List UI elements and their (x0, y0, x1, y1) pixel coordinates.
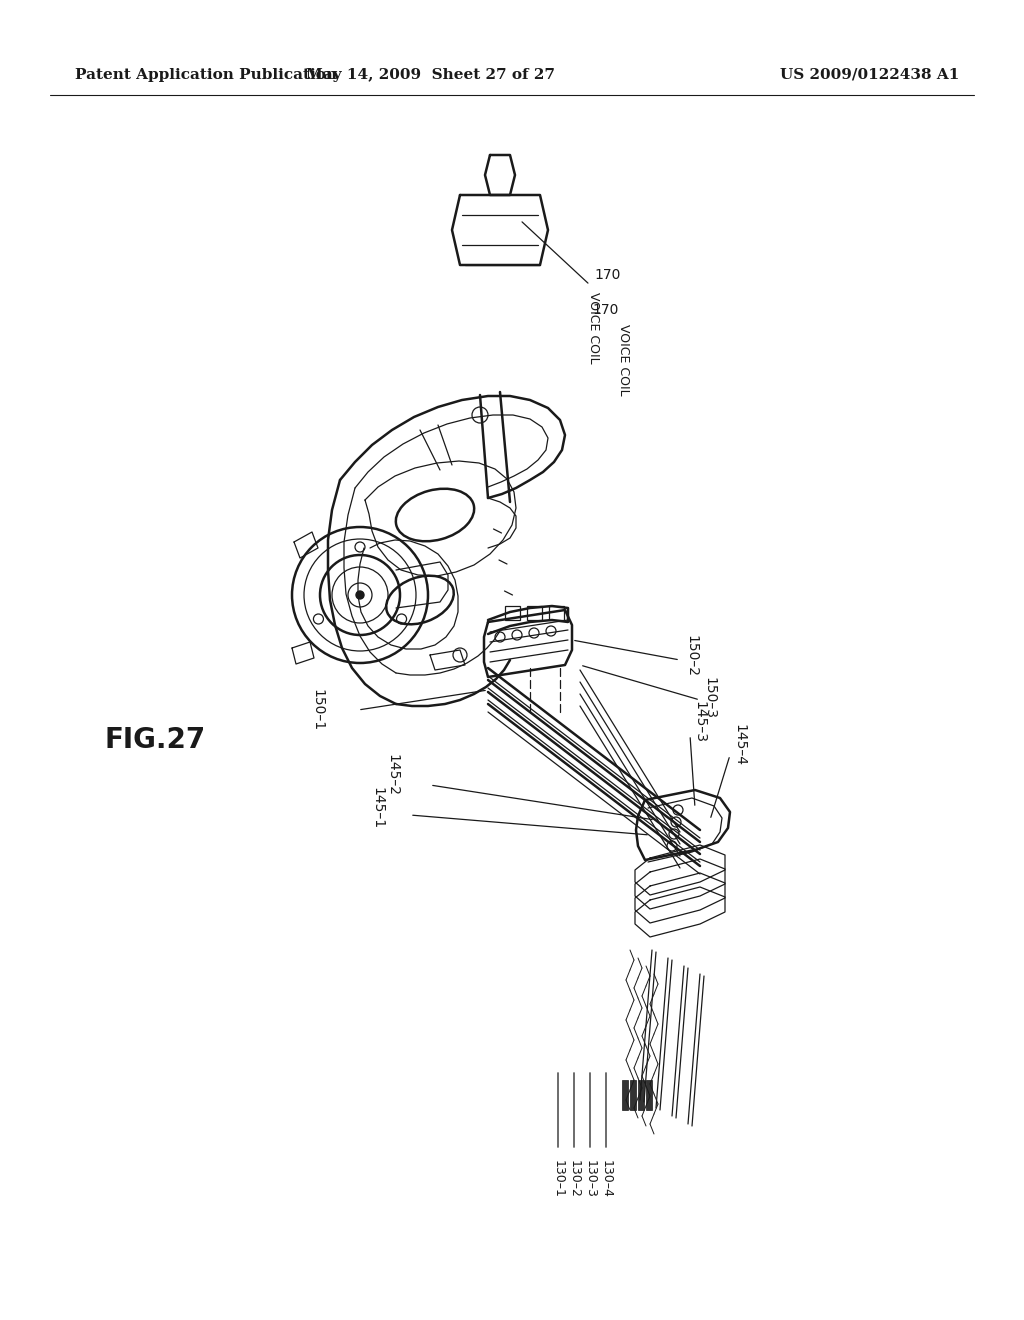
Text: Patent Application Publication: Patent Application Publication (75, 69, 337, 82)
Text: FIG.27: FIG.27 (104, 726, 206, 754)
Text: 145–2: 145–2 (385, 754, 399, 796)
Text: 130–3: 130–3 (584, 1160, 597, 1197)
Bar (527, 606, 542, 620)
Text: 150–2: 150–2 (684, 635, 698, 677)
Bar (638, 1080, 644, 1110)
Text: May 14, 2009  Sheet 27 of 27: May 14, 2009 Sheet 27 of 27 (305, 69, 555, 82)
Text: 130–1: 130–1 (552, 1160, 564, 1197)
Circle shape (356, 591, 364, 599)
Bar (646, 1080, 652, 1110)
Text: 145–4: 145–4 (732, 723, 746, 766)
Text: 130–2: 130–2 (567, 1160, 581, 1197)
Text: 170: 170 (593, 304, 620, 317)
Text: VOICE COIL: VOICE COIL (588, 292, 600, 363)
Text: US 2009/0122438 A1: US 2009/0122438 A1 (780, 69, 959, 82)
Text: 150–1: 150–1 (310, 689, 324, 731)
Text: 145–3: 145–3 (692, 701, 706, 743)
Text: 130–4: 130–4 (599, 1160, 612, 1197)
Text: VOICE COIL: VOICE COIL (617, 325, 631, 396)
Bar (622, 1080, 628, 1110)
Text: 145–1: 145–1 (370, 787, 384, 829)
Bar (505, 606, 520, 620)
Text: 170: 170 (594, 268, 621, 282)
Bar (549, 606, 564, 620)
Text: 150–3: 150–3 (702, 677, 716, 719)
Bar (630, 1080, 636, 1110)
